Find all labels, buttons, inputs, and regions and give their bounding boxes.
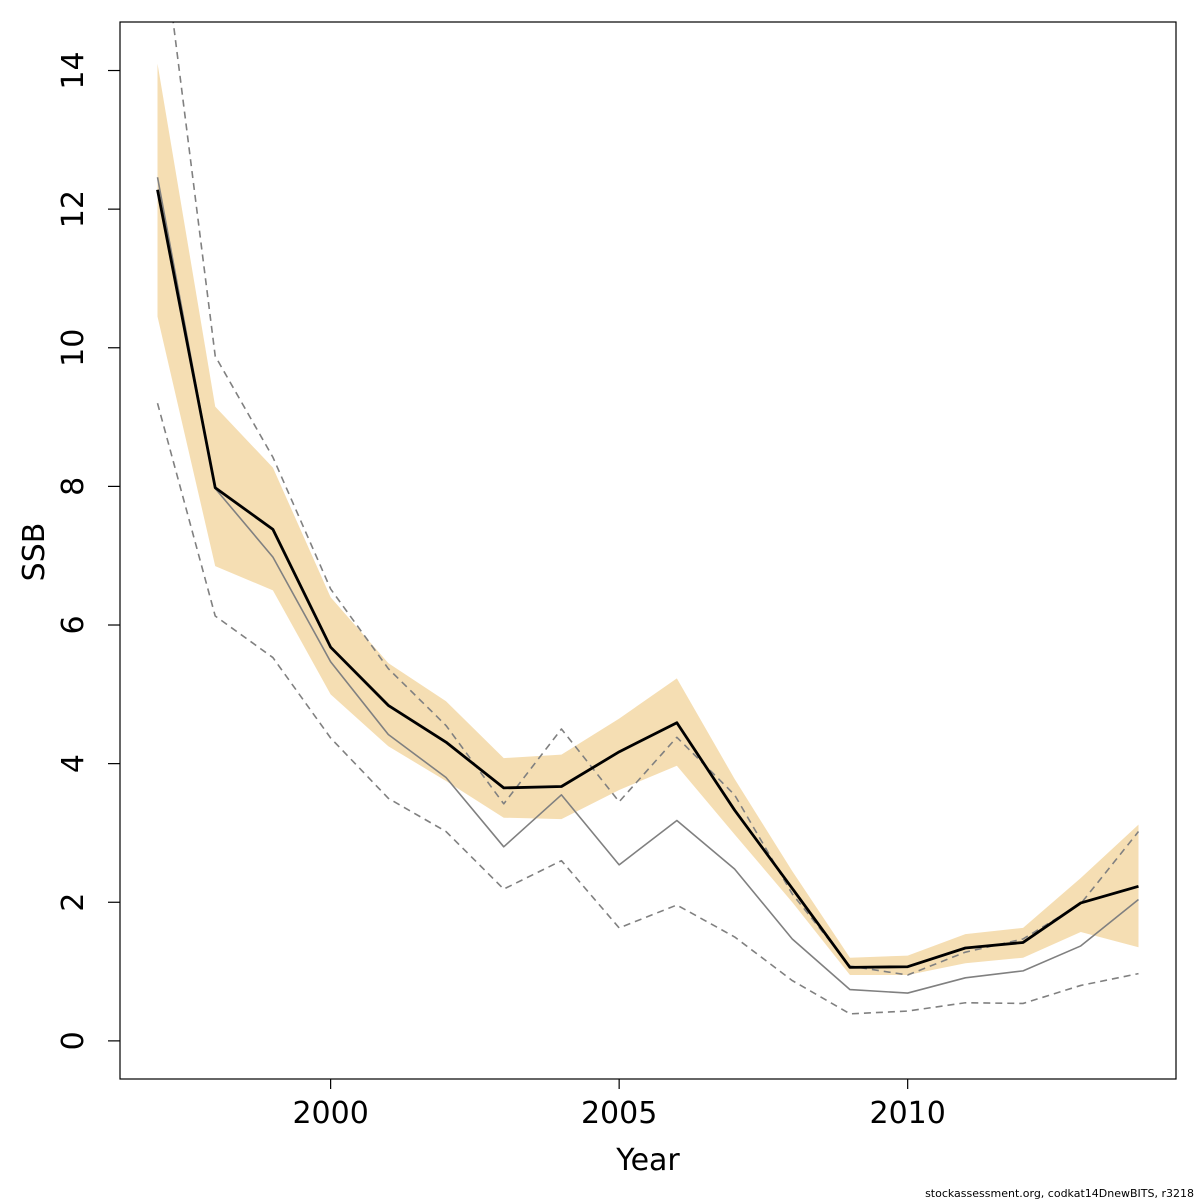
comparison-line [156, 177, 1139, 994]
y-tick-label: 14 [56, 51, 91, 89]
comparison-lower-line [156, 403, 1139, 1015]
plot-area [156, 22, 1140, 1015]
y-tick-label: 10 [56, 329, 91, 367]
y-tick-label: 12 [56, 190, 91, 228]
y-axis: 0 2 4 6 8 10 12 14 [56, 51, 120, 1050]
x-tick-label: 2000 [292, 1096, 368, 1131]
comparison-upper-line [172, 22, 1140, 976]
y-tick-label: 0 [56, 1031, 91, 1050]
y-tick-label: 8 [56, 477, 91, 496]
x-axis-title: Year [615, 1143, 680, 1178]
confidence-band [157, 63, 1139, 976]
footer-credit: stockassessment.org, codkat14DnewBITS, r… [925, 1187, 1194, 1200]
y-tick-label: 4 [56, 754, 91, 773]
x-axis: 2000 2005 2010 [292, 1079, 946, 1131]
y-tick-label: 6 [56, 615, 91, 634]
x-tick-label: 2005 [581, 1096, 657, 1131]
y-tick-label: 2 [56, 893, 91, 912]
x-tick-label: 2010 [869, 1096, 945, 1131]
y-axis-title: SSB [17, 523, 52, 582]
estimate-line [156, 189, 1139, 969]
plot-frame [119, 21, 1177, 1080]
